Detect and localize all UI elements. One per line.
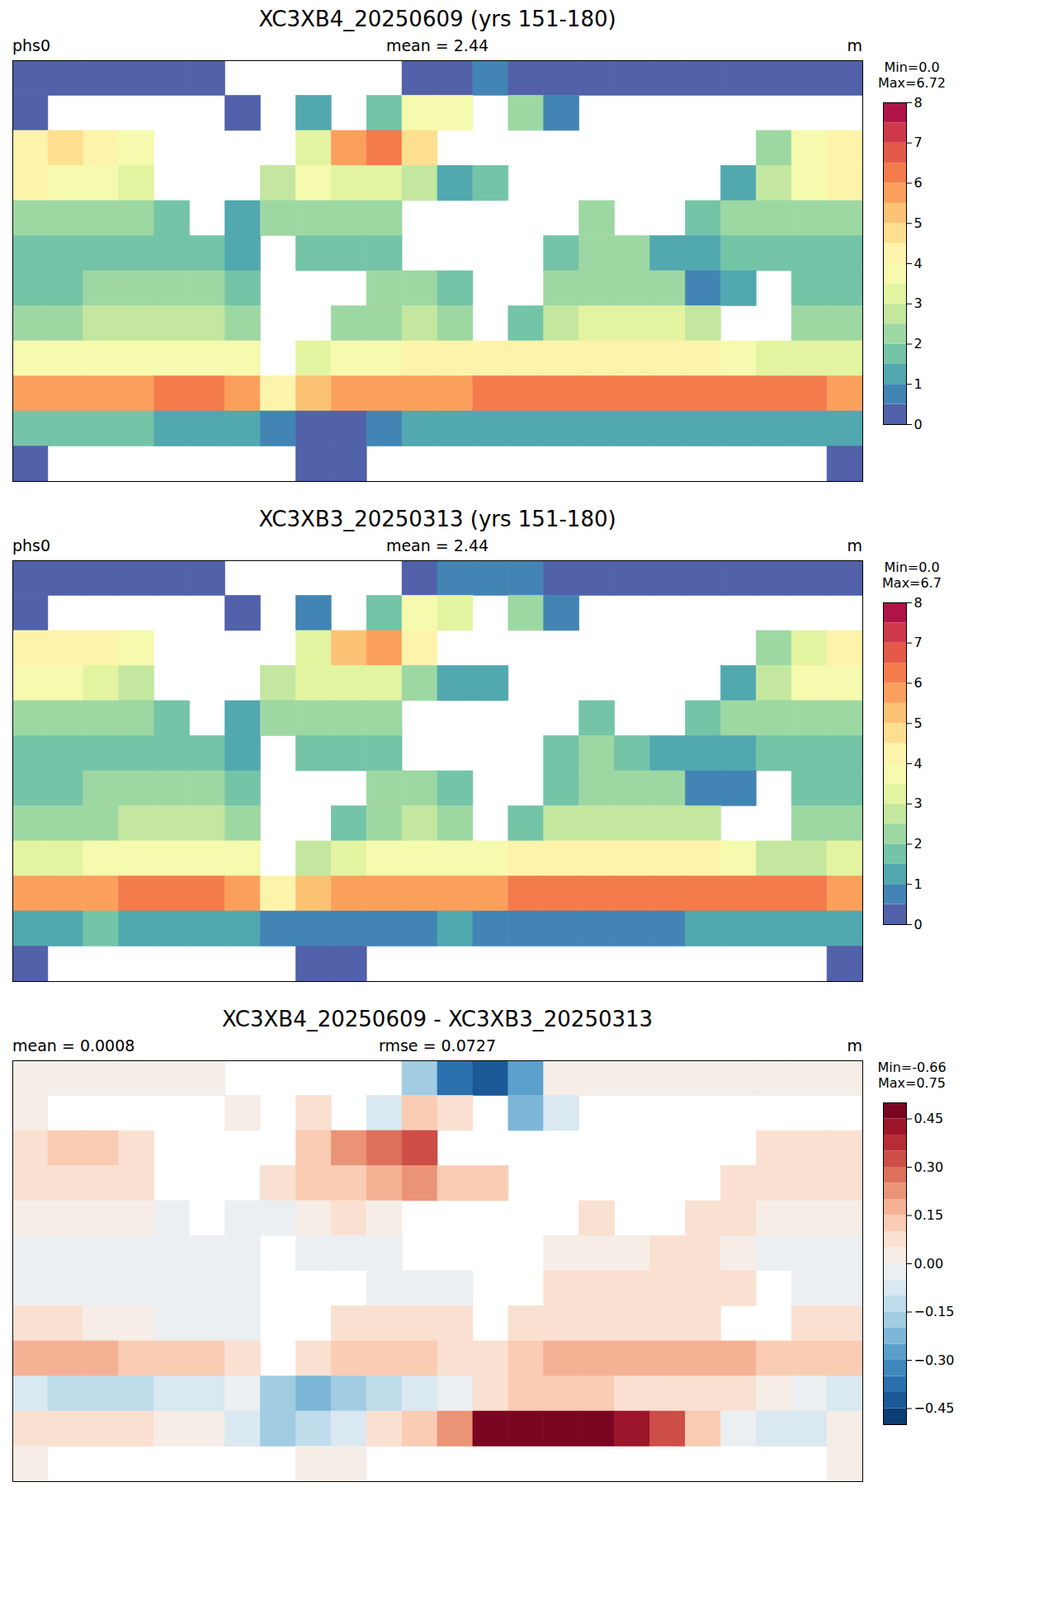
svg-text:5: 5 xyxy=(914,215,923,232)
svg-text:0.15: 0.15 xyxy=(914,1207,945,1223)
svg-text:−0.45: −0.45 xyxy=(914,1400,955,1417)
html-text:Min=0.0: Min=0.0 xyxy=(884,59,940,76)
svg-text:2: 2 xyxy=(914,835,923,852)
svg-text:0.00: 0.00 xyxy=(914,1255,945,1272)
html-text:mean = 2.44: mean = 2.44 xyxy=(386,536,489,555)
svg-text:6: 6 xyxy=(914,675,923,691)
html-text:mean = 2.44: mean = 2.44 xyxy=(386,36,489,55)
html-text:Max=0.75: Max=0.75 xyxy=(877,1075,946,1091)
svg-text:−0.30: −0.30 xyxy=(914,1352,955,1369)
svg-text:8: 8 xyxy=(914,94,923,111)
html-text:XC3XB4_20250609 (yrs 151-180): XC3XB4_20250609 (yrs 151-180) xyxy=(258,6,617,32)
html-text:m: m xyxy=(847,1036,863,1055)
html-text:phs0: phs0 xyxy=(12,536,51,555)
svg-text:3: 3 xyxy=(914,795,923,812)
html-text:XC3XB3_20250313 (yrs 151-180): XC3XB3_20250313 (yrs 151-180) xyxy=(258,506,617,532)
svg-text:−0.15: −0.15 xyxy=(914,1303,955,1320)
html-text:Min=-0.66: Min=-0.66 xyxy=(877,1059,947,1076)
svg-text:0: 0 xyxy=(914,416,923,433)
svg-text:2: 2 xyxy=(914,335,923,352)
svg-text:8: 8 xyxy=(914,594,923,611)
html-text:Min=0.0: Min=0.0 xyxy=(884,559,940,576)
html-text:mean = 0.0008: mean = 0.0008 xyxy=(12,1036,135,1055)
svg-text:4: 4 xyxy=(914,255,923,272)
svg-text:0.45: 0.45 xyxy=(914,1110,945,1127)
html-text:Max=6.7: Max=6.7 xyxy=(882,575,942,591)
svg-text:5: 5 xyxy=(914,715,923,732)
svg-text:3: 3 xyxy=(914,295,923,312)
html-text:m: m xyxy=(847,536,863,555)
svg-text:1: 1 xyxy=(914,376,923,392)
html-text:rmse = 0.0727: rmse = 0.0727 xyxy=(378,1036,496,1055)
html-text:phs0: phs0 xyxy=(12,36,51,55)
svg-text:4: 4 xyxy=(914,755,923,772)
svg-text:6: 6 xyxy=(914,174,923,191)
html-text:XC3XB4_20250609 - XC3XB3_20250: XC3XB4_20250609 - XC3XB3_20250313 xyxy=(221,1006,653,1032)
svg-text:1: 1 xyxy=(914,876,923,893)
html-text:m: m xyxy=(847,36,863,55)
svg-text:0: 0 xyxy=(914,916,923,933)
html-text:Max=6.72: Max=6.72 xyxy=(877,75,946,91)
svg-text:7: 7 xyxy=(914,634,923,651)
svg-text:7: 7 xyxy=(914,134,923,151)
svg-text:0.30: 0.30 xyxy=(914,1159,945,1176)
